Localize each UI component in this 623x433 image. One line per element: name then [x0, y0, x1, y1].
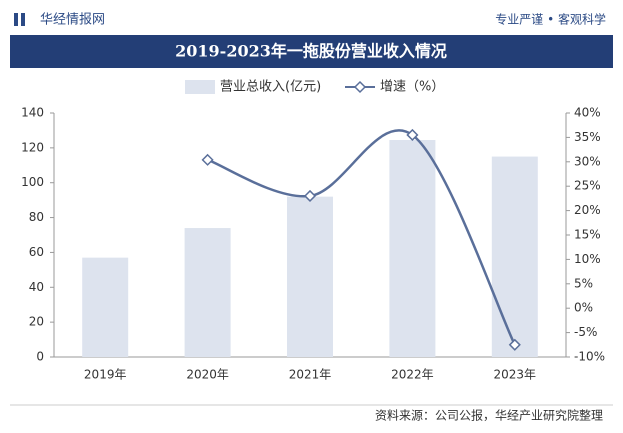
marker — [508, 338, 521, 351]
logo-mark — [21, 13, 25, 26]
x-tick-label: 2021年 — [289, 368, 332, 382]
marker — [303, 189, 317, 203]
y2-tick-label: 40% — [574, 106, 601, 120]
bar — [389, 140, 436, 357]
y2-tick-label: 10% — [574, 252, 601, 266]
line — [207, 129, 516, 346]
y2-tick-label: -5% — [574, 325, 597, 339]
y2-tick-label: 15% — [574, 228, 601, 242]
brand: 华经情报网 — [40, 13, 105, 28]
x-tick-label: 2023年 — [494, 368, 537, 382]
bar — [287, 196, 333, 357]
x-tick-label: 2019年 — [84, 368, 127, 382]
y-tick-label: 20 — [29, 315, 44, 329]
bar — [184, 228, 231, 357]
marker — [406, 128, 419, 142]
bar — [82, 257, 129, 357]
y2-tick-label: 25% — [574, 179, 601, 193]
logo-mark — [14, 13, 18, 26]
title-band — [10, 35, 613, 68]
slogan: 专业严谨 • 客观科学 — [495, 12, 606, 27]
legend-marker — [353, 80, 367, 94]
y-tick-label: 80 — [29, 210, 44, 224]
y2-tick-label: 0% — [574, 301, 593, 315]
legend-label: 营业总收入(亿元) — [220, 80, 321, 95]
y-tick-label: 100 — [21, 175, 44, 189]
y-tick-label: 60 — [29, 245, 44, 259]
y2-tick-label: 5% — [574, 276, 593, 290]
y-tick-label: 0 — [36, 350, 44, 364]
source: 资料来源：公司公报，华经产业研究院整理 — [375, 408, 603, 423]
bar — [491, 156, 538, 357]
x-tick-label: 2020年 — [186, 368, 229, 382]
y2-tick-label: -10% — [574, 350, 605, 364]
y-tick-label: 140 — [21, 106, 44, 120]
y2-tick-label: 20% — [574, 203, 601, 217]
x-tick-label: 2022年 — [391, 368, 434, 382]
legend-label: 增速（%） — [380, 80, 444, 95]
y2-tick-label: 35% — [574, 130, 601, 144]
y-tick-label: 40 — [29, 280, 44, 294]
legend-swatch — [185, 80, 215, 94]
y-tick-label: 120 — [21, 140, 44, 154]
marker — [201, 153, 214, 166]
chart-title: 2019-2023年一拖股份营业收入情况 — [175, 42, 447, 61]
y2-tick-label: 30% — [574, 154, 601, 168]
